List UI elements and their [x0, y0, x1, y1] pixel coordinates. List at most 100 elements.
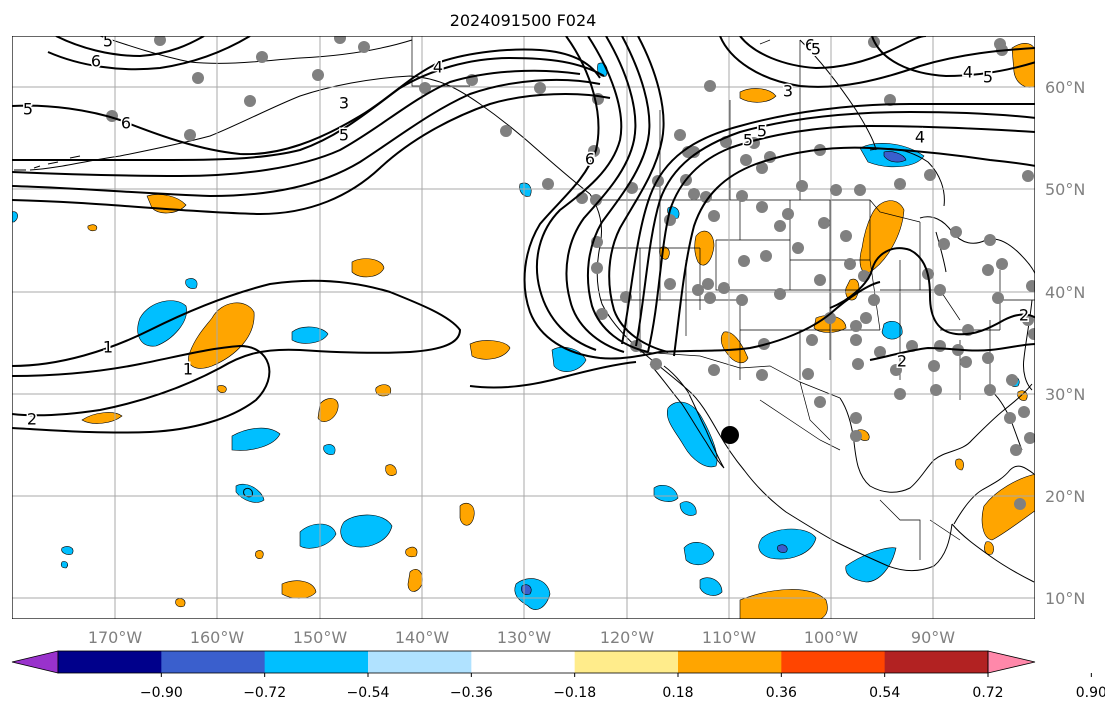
station-dot — [736, 190, 748, 202]
station-dot — [596, 308, 608, 320]
station-dot — [890, 364, 902, 376]
station-dot — [854, 184, 866, 196]
station-dot — [192, 72, 204, 84]
station-dot — [850, 334, 862, 346]
colorbar-tick-label: 0.36 — [766, 685, 797, 701]
contour-value-label: 2 — [897, 352, 907, 371]
colorbar-tick-label: −0.18 — [553, 685, 596, 701]
lake-michigan-coastline — [935, 231, 947, 273]
strong-negative-anomaly-core — [521, 584, 532, 595]
station-dot — [894, 388, 906, 400]
station-dot — [1004, 412, 1016, 424]
positive-anomaly-patch — [459, 503, 475, 526]
station-dot — [256, 51, 268, 63]
positive-anomaly-patch — [981, 473, 1035, 541]
station-dot — [1018, 406, 1030, 418]
colorbar-tick-label: −0.36 — [450, 685, 493, 701]
station-dot — [774, 288, 786, 300]
longitude-tick-label: 120°W — [600, 628, 655, 647]
strong-negative-anomaly-core — [777, 544, 788, 553]
station-dot — [906, 340, 918, 352]
north-america-west-coastline — [589, 193, 953, 571]
contour-value-label: 5 — [339, 126, 349, 145]
station-dot — [334, 36, 346, 44]
station-dot — [868, 294, 880, 306]
negative-anomaly-patch — [679, 501, 697, 516]
colorbar-segment — [471, 651, 576, 673]
contour-line — [871, 36, 1035, 78]
station-dot — [884, 94, 896, 106]
station-dot — [844, 258, 856, 270]
station-dot — [982, 352, 994, 364]
station-dot — [688, 188, 700, 200]
station-dot — [960, 356, 972, 368]
station-dot — [850, 412, 862, 424]
negative-anomaly-patch — [323, 444, 336, 455]
station-dot — [704, 80, 716, 92]
positive-anomaly-patch — [188, 302, 255, 369]
mexico-state-borders — [759, 381, 961, 560]
colorbar-tick-label: 0.90 — [1076, 685, 1105, 701]
negative-anomaly-patch — [758, 528, 817, 560]
station-dot — [718, 282, 730, 294]
positive-anomaly-patch — [81, 412, 123, 424]
contour-value-label: 6 — [805, 36, 815, 55]
station-dot — [840, 230, 852, 242]
canada-coastline — [799, 39, 877, 151]
station-dot — [708, 210, 720, 222]
colorbar-segment — [58, 651, 162, 673]
station-dot — [1010, 444, 1022, 456]
station-dot — [692, 284, 704, 296]
colorbar-segment — [678, 651, 782, 673]
station-dot — [984, 234, 996, 246]
latitude-tick-label: 10°N — [1045, 589, 1085, 608]
contour-line — [469, 361, 637, 389]
station-dot — [982, 264, 994, 276]
contour-line — [719, 36, 1035, 88]
negative-anomaly-patch — [231, 427, 281, 451]
longitude-labels: 170°W 160°W 150°W 140°W 130°W 120°W 110°W 100°W… — [88, 628, 955, 647]
contour-line — [599, 281, 881, 360]
station-dot — [858, 270, 870, 282]
colorbar-tick-label: 0.18 — [662, 685, 693, 701]
contour-value-label: 5 — [811, 40, 821, 59]
station-dot — [830, 184, 842, 196]
positive-anomaly-patch — [720, 331, 749, 364]
contour-line — [621, 102, 1035, 345]
contour-layer — [12, 36, 1035, 434]
station-dot — [852, 358, 864, 370]
negative-anomaly-patch — [299, 523, 337, 549]
negative-anomaly-patch — [845, 547, 897, 583]
positive-anomaly-patch — [469, 340, 511, 360]
contour-line — [12, 93, 611, 216]
colorbar-segment — [884, 651, 989, 673]
positive-anomaly-patch — [739, 88, 777, 103]
positive-anomaly-patch — [984, 541, 994, 555]
contour-line — [12, 56, 605, 162]
positive-anomaly-patch — [955, 458, 964, 471]
station-dot — [1022, 314, 1034, 326]
colorbar-tick-label: 0.54 — [869, 685, 900, 701]
contour-value-label: 1 — [103, 338, 113, 357]
station-dot — [760, 250, 772, 262]
station-dot — [244, 95, 256, 107]
negative-anomaly-patch — [881, 321, 903, 340]
station-dot — [1026, 280, 1035, 292]
negative-anomaly-patch — [291, 326, 329, 344]
station-dot — [650, 358, 662, 370]
contour-line — [739, 36, 927, 70]
station-dot — [591, 262, 603, 274]
colorbar-tick-label: −0.90 — [140, 685, 183, 701]
contour-value-label: 4 — [963, 63, 973, 82]
colorbar-low-extension — [11, 650, 59, 674]
station-dot — [796, 180, 808, 192]
latitude-tick-label: 50°N — [1045, 180, 1085, 199]
yucatan-coastline — [953, 465, 1035, 525]
contour-line — [635, 110, 1035, 347]
central-america-coastline — [951, 523, 1035, 583]
contour-line — [586, 36, 651, 353]
colorbar-tick-label: −0.72 — [243, 685, 286, 701]
station-dot — [824, 312, 836, 324]
positive-anomaly-patch — [351, 258, 385, 278]
